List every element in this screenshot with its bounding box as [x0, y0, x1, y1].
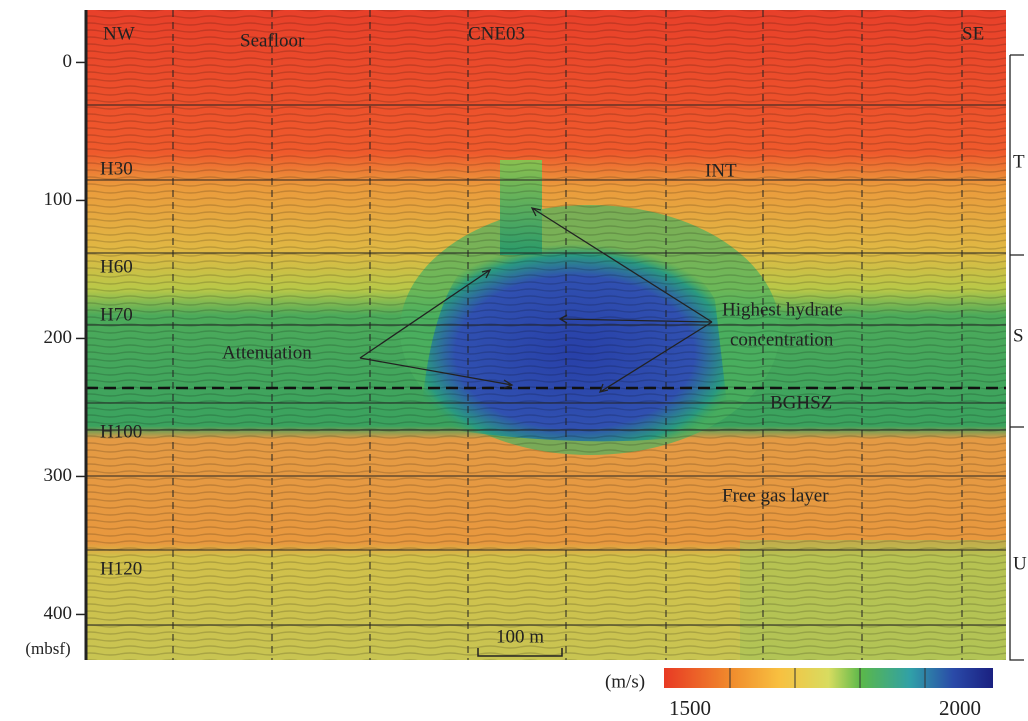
horizon-label: H120	[100, 558, 142, 579]
arrow	[359, 269, 492, 359]
scale-bar	[477, 648, 563, 657]
unit-label: S	[1013, 325, 1024, 346]
y-tick-label: 300	[44, 465, 73, 486]
annotation: INT	[705, 160, 737, 181]
y-tick-label: 400	[44, 603, 73, 624]
unit-label: T	[1013, 151, 1025, 172]
horizon-label: H60	[100, 256, 133, 277]
annotation: Highest hydrate	[722, 299, 843, 320]
annotation: Free gas layer	[722, 485, 829, 506]
y-tick-label: 0	[63, 51, 73, 72]
axis-label: (mbsf)	[25, 639, 70, 658]
reflections	[86, 10, 1006, 660]
annotation: Attenuation	[222, 342, 312, 363]
grid	[86, 10, 1006, 660]
colorbar-ticks	[729, 668, 926, 688]
arrow	[558, 314, 713, 324]
colorbar	[664, 668, 993, 688]
annotation: concentration	[730, 329, 834, 350]
arrows	[359, 207, 713, 393]
annotation: BGHSZ	[770, 392, 832, 413]
colorbar-unit: (m/s)	[605, 671, 645, 692]
top-label: NW	[103, 23, 135, 44]
colorbar-label: 1500	[669, 696, 711, 720]
y-tick-label: 200	[44, 327, 73, 348]
unit-bracket	[1009, 54, 1024, 661]
top-label: SE	[962, 23, 984, 44]
top-label: Seafloor	[240, 30, 305, 51]
horizon-label: H70	[100, 304, 133, 325]
horizon-label: H100	[100, 421, 142, 442]
arrow	[530, 207, 713, 323]
arrow	[359, 357, 514, 389]
unit-label: U	[1013, 553, 1027, 574]
scale-label: 100 m	[496, 626, 544, 647]
arrow	[598, 321, 713, 393]
horizon-label: H30	[100, 158, 133, 179]
top-label: CNE03	[468, 23, 525, 44]
y-tick-label: 100	[44, 189, 73, 210]
colorbar-label: 2000	[939, 696, 981, 720]
